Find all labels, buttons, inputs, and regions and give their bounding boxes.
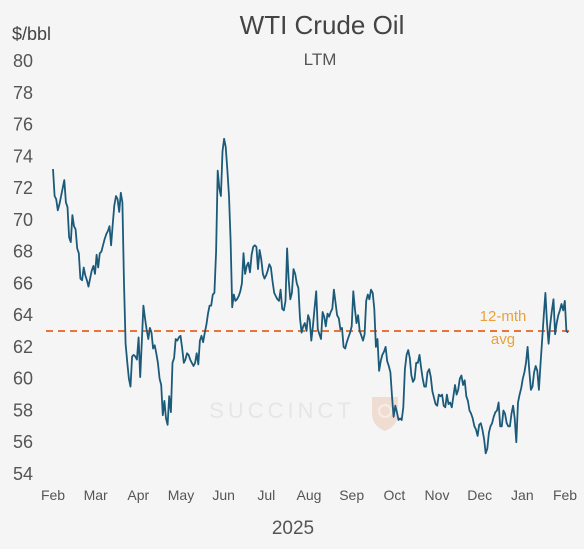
y-tick-label: 72 (13, 178, 33, 198)
x-tick-label: Jan (511, 487, 534, 503)
y-tick-label: 60 (13, 369, 33, 389)
x-axis: Feb Mar Apr May Jun Jul Aug Sep Oct Nov Dec Jan Feb (41, 487, 577, 503)
x-tick-label: Feb (41, 487, 65, 503)
x-axis-year: 2025 (272, 518, 314, 539)
y-tick-label: 70 (13, 210, 33, 230)
chart-title: WTI Crude Oil (240, 10, 405, 40)
x-tick-label: Oct (383, 487, 405, 503)
y-tick-label: 62 (13, 337, 33, 357)
series-layer (52, 137, 569, 455)
y-axis: 80 78 76 74 72 70 68 66 64 62 60 58 56 54 (13, 51, 33, 484)
x-tick-label: May (168, 487, 194, 503)
avg-label-line1: 12-mth (480, 308, 527, 325)
price-series-line (52, 137, 569, 455)
y-tick-label: 74 (13, 146, 33, 166)
avg-label-line2: avg (491, 331, 515, 348)
y-axis-unit: $/bbl (12, 24, 51, 44)
x-tick-label: Sep (339, 487, 364, 503)
x-tick-label: Dec (467, 487, 492, 503)
x-tick-label: Feb (553, 487, 577, 503)
y-tick-label: 68 (13, 242, 33, 262)
x-tick-label: Aug (297, 487, 322, 503)
chart-subtitle: LTM (304, 50, 337, 69)
x-tick-label: Mar (84, 487, 108, 503)
y-tick-label: 54 (13, 464, 33, 484)
y-tick-label: 80 (13, 51, 33, 71)
x-tick-label: Jun (212, 487, 235, 503)
watermark: SUCCINCT (209, 398, 355, 423)
y-tick-label: 78 (13, 83, 33, 103)
y-tick-label: 58 (13, 400, 33, 420)
x-tick-label: Nov (425, 487, 450, 503)
y-tick-label: 56 (13, 432, 33, 452)
y-tick-label: 76 (13, 115, 33, 135)
x-tick-label: Apr (127, 487, 149, 503)
x-tick-label: Jul (257, 487, 275, 503)
watermark-logo-icon (372, 397, 398, 431)
y-tick-label: 64 (13, 305, 33, 325)
y-tick-label: 66 (13, 273, 33, 293)
